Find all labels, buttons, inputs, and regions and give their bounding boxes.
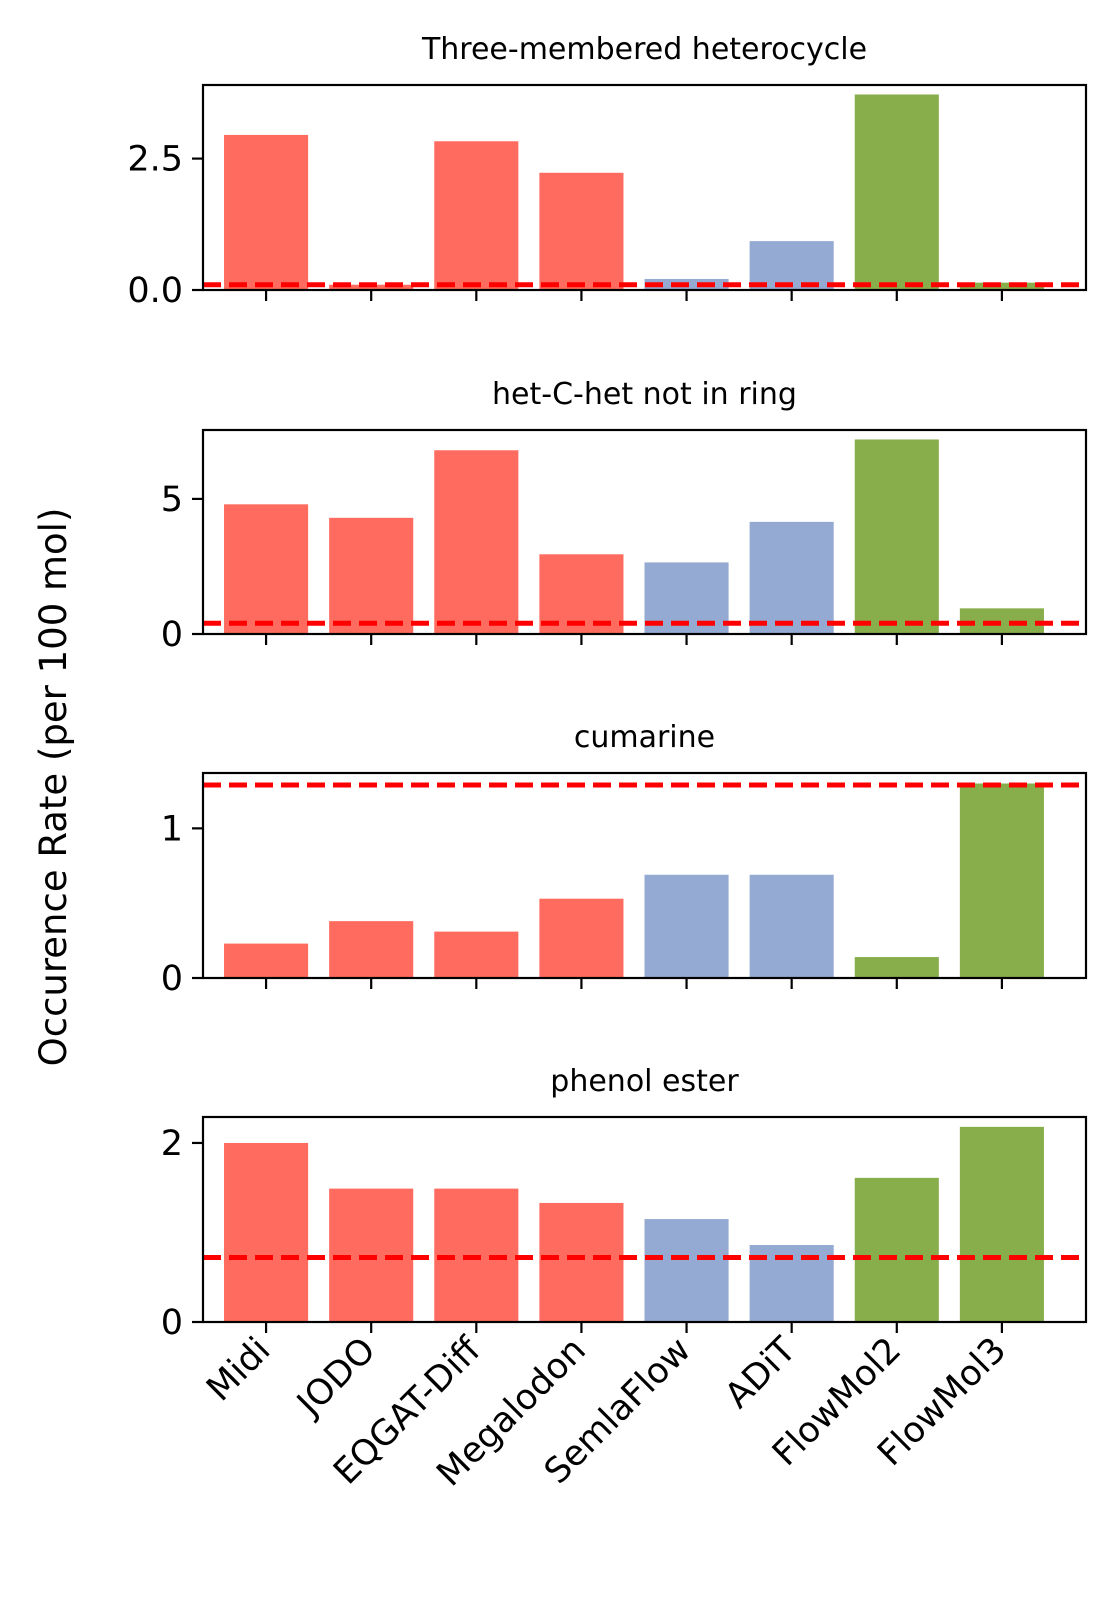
y-tick-label: 0 [161, 615, 183, 655]
bar-adit [749, 241, 834, 290]
y-tick-label: 2.5 [127, 140, 183, 180]
panel-3: cumarine 0 1 [161, 720, 1088, 999]
bar-jodo [329, 921, 414, 978]
x-tick-label-midi: Midi [199, 1330, 278, 1409]
y-tick-label: 1 [161, 809, 183, 849]
bar-jodo [329, 517, 414, 634]
bar-semlaflow [644, 874, 729, 978]
bar-adit [749, 874, 834, 978]
bar-flowmol3 [959, 783, 1044, 978]
y-tick-label: 0 [161, 1303, 183, 1343]
panel-2: het-C-het not in ring 0 5 [161, 377, 1088, 655]
y-tick-label: 0.0 [127, 271, 183, 311]
bar-midi [224, 134, 309, 290]
panel-1: Three-membered heterocycle 0.0 2.5 [127, 32, 1088, 311]
y-tick-label: 2 [161, 1124, 183, 1164]
chart-panels: Three-membered heterocycle 0.0 2.5 het-C-he… [127, 32, 1088, 1494]
y-axis-label: Occurence Rate (per 100 mol) [32, 508, 75, 1067]
axes-frame [201, 83, 1088, 292]
panel-title: cumarine [574, 720, 715, 755]
bar-eqgat-diff [434, 450, 519, 634]
bar-flowmol3 [959, 282, 1044, 290]
bar-adit [749, 521, 834, 634]
bar-megalodon [539, 1202, 624, 1322]
bar-midi [224, 1142, 309, 1322]
bar-flowmol2 [854, 1177, 939, 1322]
y-tick-label: 0 [161, 959, 183, 999]
bar-flowmol3 [959, 1126, 1044, 1322]
axes-frame [201, 771, 1088, 980]
x-tick-label-adit: ADiT [718, 1330, 805, 1417]
bar-eqgat-diff [434, 931, 519, 978]
bar-midi [224, 943, 309, 978]
bar-flowmol2 [854, 94, 939, 290]
panel-title: phenol ester [550, 1064, 739, 1099]
bar-flowmol2 [854, 957, 939, 978]
panel-title: Three-membered heterocycle [421, 32, 867, 67]
axes-frame [201, 1115, 1088, 1324]
panel-title: het-C-het not in ring [492, 377, 797, 412]
y-tick-label: 5 [161, 480, 183, 520]
bar-midi [224, 504, 309, 634]
bar-megalodon [539, 172, 624, 290]
x-tick-label-jodo: JODO [289, 1330, 384, 1425]
bar-jodo [329, 284, 414, 290]
axes-frame [201, 428, 1088, 636]
bar-flowmol2 [854, 439, 939, 634]
bar-megalodon [539, 898, 624, 978]
bar-eqgat-diff [434, 141, 519, 290]
bar-semlaflow [644, 1219, 729, 1322]
